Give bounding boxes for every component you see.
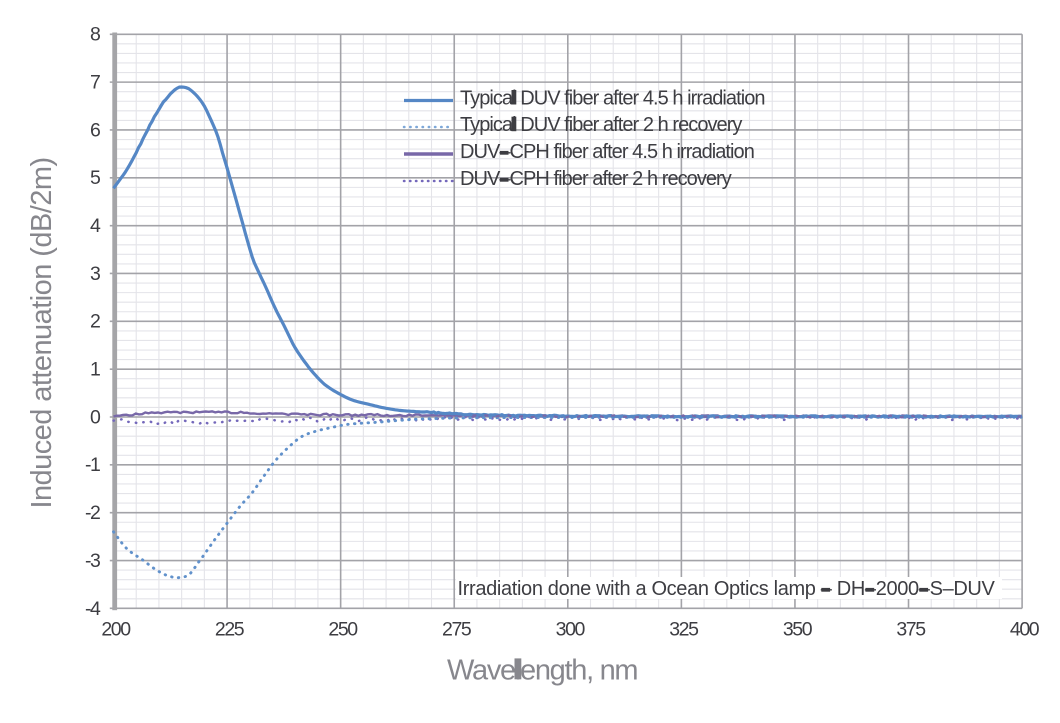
svg-text:350: 350: [783, 619, 813, 641]
svg-text:4: 4: [90, 215, 101, 237]
svg-text:6: 6: [90, 119, 100, 141]
svg-text:-2: -2: [85, 502, 100, 524]
svg-text:200: 200: [101, 619, 131, 641]
svg-text:Typical DUV fiber after 2 h re: Typical DUV fiber after 2 h recovery: [460, 114, 742, 136]
svg-text:8: 8: [90, 24, 100, 46]
svg-text:375: 375: [896, 619, 926, 641]
svg-text:1: 1: [90, 359, 100, 381]
svg-text:Induced attenuation (dB/2m): Induced attenuation (dB/2m): [26, 157, 58, 508]
svg-text:250: 250: [328, 619, 358, 641]
svg-text:-3: -3: [85, 550, 100, 572]
svg-text:0: 0: [90, 406, 101, 428]
svg-text:5: 5: [90, 167, 101, 189]
svg-text:DUV–CPH fiber after 4.5 h irra: DUV–CPH fiber after 4.5 h irradiation: [460, 141, 754, 163]
svg-text:-1: -1: [85, 454, 100, 476]
svg-text:400: 400: [1010, 619, 1040, 641]
svg-text:225: 225: [215, 619, 245, 641]
svg-text:275: 275: [442, 619, 472, 641]
svg-text:Wavelength, nm: Wavelength, nm: [447, 654, 637, 686]
svg-text:7: 7: [90, 72, 100, 94]
svg-text:DUV–CPH fiber after 2 h recove: DUV–CPH fiber after 2 h recovery: [460, 168, 732, 190]
svg-text:Irradiation done with a Ocean: Irradiation done with a Ocean Optics lam…: [458, 578, 996, 600]
svg-text:-4: -4: [85, 598, 101, 620]
svg-text:Typical DUV fiber after 4.5 h: Typical DUV fiber after 4.5 h irradiatio…: [460, 88, 765, 110]
svg-text:325: 325: [669, 619, 699, 641]
svg-text:300: 300: [556, 619, 586, 641]
svg-text:2: 2: [90, 311, 100, 333]
svg-text:3: 3: [90, 263, 100, 285]
